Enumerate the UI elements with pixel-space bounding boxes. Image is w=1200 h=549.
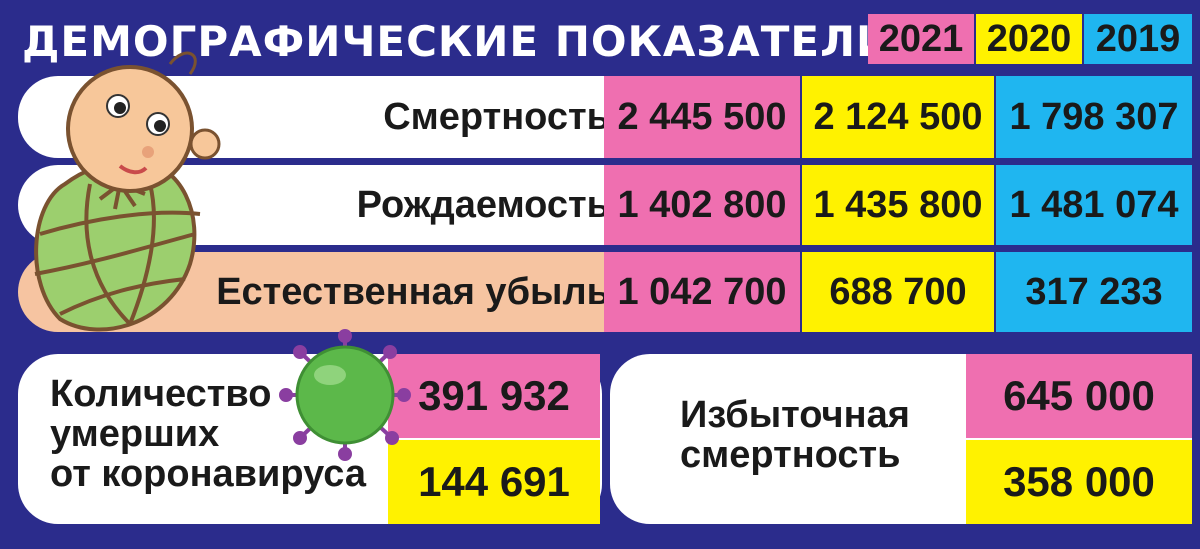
cell-natural-loss-2020: 688 700 <box>802 252 994 332</box>
row-label-mortality: Смертность <box>383 96 610 138</box>
cell-birth-2021: 1 402 800 <box>604 165 800 245</box>
cell-birth-2020: 1 435 800 <box>802 165 994 245</box>
virus-icon <box>279 329 411 461</box>
cell-natural-loss-2019: 317 233 <box>996 252 1192 332</box>
cell-birth-2019: 1 481 074 <box>996 165 1192 245</box>
year-header-2020: 2020 <box>976 14 1082 64</box>
excess-mortality-2020: 358 000 <box>966 440 1192 524</box>
cell-mortality-2020: 2 124 500 <box>802 76 994 158</box>
cell-mortality-2019: 1 798 307 <box>996 76 1192 158</box>
page-title: ДЕМОГРАФИЧЕСКИЕ ПОКАЗАТЕЛИ <box>22 17 893 66</box>
covid-deaths-2021: 391 932 <box>388 354 600 438</box>
row-label-birth: Рождаемость <box>356 184 610 226</box>
excess-mortality-label: Избыточная смертность <box>680 394 910 476</box>
cell-natural-loss-2021: 1 042 700 <box>604 252 800 332</box>
excess-mortality-2021: 645 000 <box>966 354 1192 438</box>
cell-mortality-2021: 2 445 500 <box>604 76 800 158</box>
covid-deaths-2020: 144 691 <box>388 440 600 524</box>
year-header-2021: 2021 <box>868 14 974 64</box>
row-label-natural-loss: Естественная убыль <box>216 271 610 313</box>
covid-deaths-label: Количество умерших от коронавируса <box>50 373 367 495</box>
year-header-2019: 2019 <box>1084 14 1192 64</box>
baby-illustration-icon <box>34 51 221 332</box>
